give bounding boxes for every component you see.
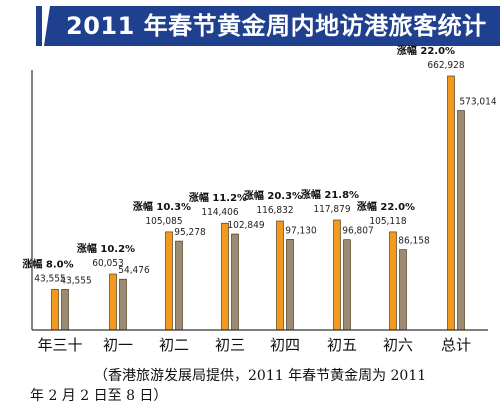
value-label-primary-4: 116,832	[256, 205, 293, 216]
source-note: （香港旅游发展局提供，2011 年春节黄金周为 2011 年 2 月 2 日至 …	[30, 366, 500, 406]
chart-title: 2011 年春节黄金周内地访港旅客统计	[66, 12, 487, 40]
category-label-6: 初六	[383, 336, 413, 354]
growth-label-4: 涨幅 20.3%	[244, 189, 302, 202]
bar-primary-7	[447, 75, 455, 331]
growth-label-2: 涨幅 10.3%	[133, 200, 191, 213]
value-label-primary-0: 43,555	[34, 273, 65, 284]
source-note-line-1: （香港旅游发展局提供，2011 年春节黄金周为 2011	[94, 368, 427, 384]
bar-primary-0	[51, 289, 59, 331]
value-label-primary-6: 105,118	[369, 216, 406, 227]
growth-label-7: 涨幅 22.0%	[397, 44, 455, 57]
value-label-secondary-2: 95,278	[174, 227, 206, 238]
value-label-secondary-6: 86,158	[398, 236, 430, 247]
bar-secondary-3	[231, 233, 239, 331]
value-label-primary-5: 117,879	[313, 204, 350, 215]
bar-secondary-1	[119, 278, 127, 331]
bar-secondary-2	[175, 240, 183, 331]
bar-secondary-6	[399, 249, 407, 331]
value-label-secondary-0: 43,555	[60, 275, 91, 286]
bar-secondary-5	[343, 239, 351, 331]
bar-secondary-4	[286, 239, 294, 331]
growth-label-1: 涨幅 10.2%	[77, 242, 135, 255]
category-label-7: 总计	[441, 336, 471, 354]
banner-shape	[44, 6, 500, 46]
growth-label-6: 涨幅 22.0%	[357, 200, 415, 213]
bar-primary-3	[221, 222, 229, 331]
value-label-secondary-4: 97,130	[285, 225, 317, 236]
growth-label-0: 涨幅 8.0%	[22, 257, 73, 270]
value-label-secondary-1: 54,476	[118, 265, 150, 276]
value-label-primary-1: 60,053	[92, 258, 123, 269]
banner-accent	[36, 6, 42, 46]
bar-secondary-0	[61, 289, 69, 331]
category-label-1: 初一	[103, 336, 133, 354]
bar-primary-5	[333, 219, 341, 331]
bar-primary-4	[276, 220, 284, 331]
value-label-secondary-3: 102,849	[227, 220, 264, 231]
value-label-secondary-7: 573,014	[459, 97, 496, 108]
category-label-4: 初四	[270, 336, 300, 354]
bar-primary-1	[109, 273, 117, 331]
growth-label-3: 涨幅 11.2%	[189, 191, 247, 204]
value-label-secondary-5: 96,807	[342, 226, 373, 237]
category-label-0: 年三十	[37, 336, 82, 354]
bar-secondary-7	[457, 110, 465, 331]
category-label-3: 初三	[215, 336, 245, 354]
source-note-line-2: 年 2 月 2 日至 8 日）	[30, 388, 168, 404]
bar-primary-6	[389, 231, 397, 331]
title-banner	[0, 0, 500, 50]
category-label-5: 初五	[327, 336, 357, 354]
bar-primary-2	[165, 231, 173, 331]
growth-label-5: 涨幅 21.8%	[301, 188, 359, 201]
value-label-primary-7: 662,928	[427, 60, 464, 71]
value-label-primary-2: 105,085	[145, 216, 182, 227]
category-label-2: 初二	[159, 336, 189, 354]
value-label-primary-3: 114,406	[201, 207, 238, 218]
